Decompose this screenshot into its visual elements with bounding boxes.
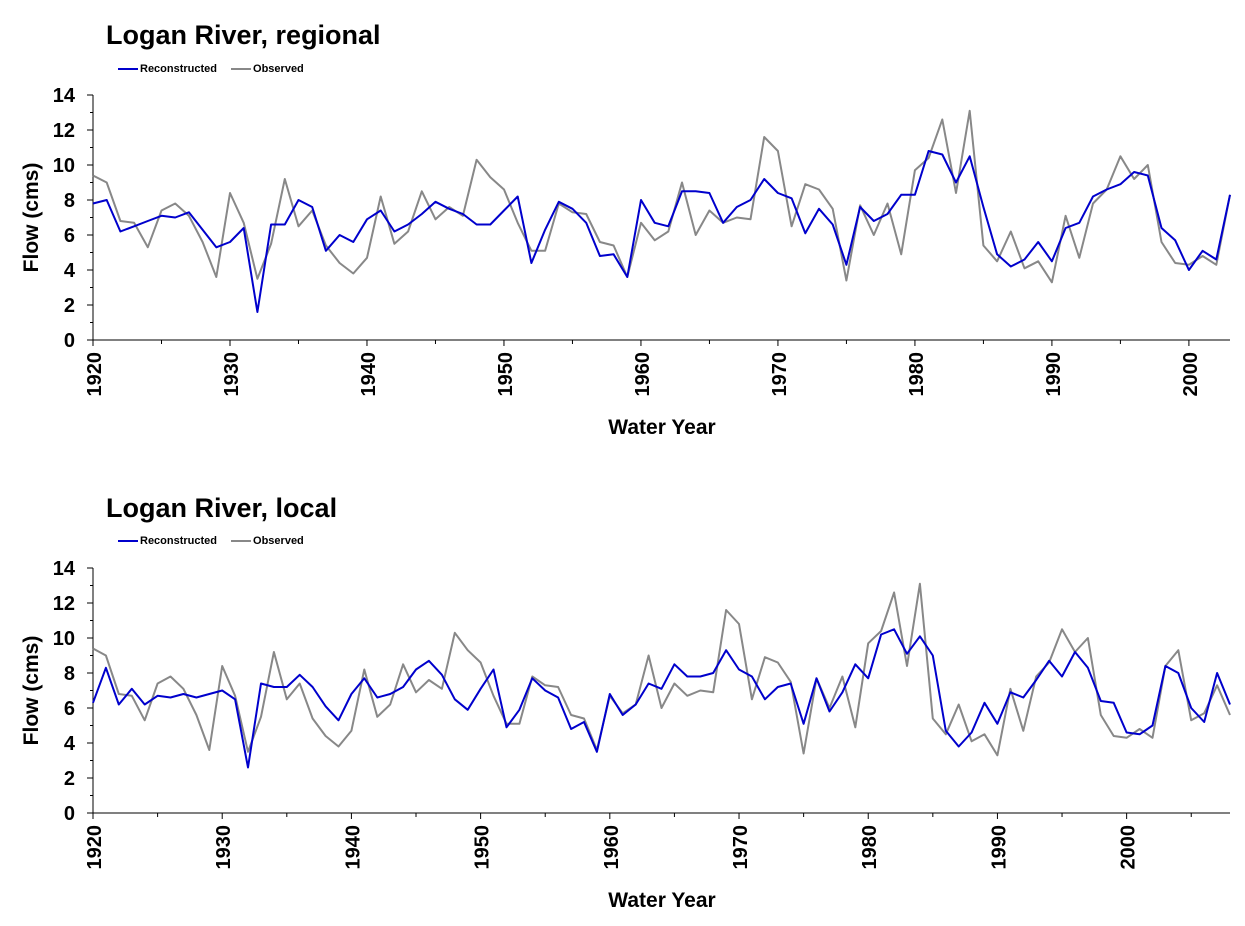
x-tick-label: 1970: [730, 825, 752, 870]
y-tick-label: 12: [53, 593, 75, 615]
x-tick-label: 2000: [1180, 352, 1202, 397]
legend-label-observed: Observed: [253, 535, 304, 547]
legend-label-observed: Observed: [253, 63, 304, 75]
legend-item-reconstructed: Reconstructed: [118, 63, 217, 75]
x-tick-label: 1950: [472, 825, 494, 870]
x-tick-label: 1980: [906, 352, 928, 397]
y-tick-label: 6: [64, 698, 75, 720]
y-tick-label: 4: [64, 260, 76, 282]
legend-item-observed: Observed: [231, 535, 304, 547]
x-tick-label: 1980: [859, 825, 881, 870]
observed-line: [92, 582, 1231, 757]
chart-panel-regional: 0 2 4 6 8 10 12 14 1920 1930 1940 1950 1960 1970 1980 1…: [20, 20, 1231, 439]
legend-label-reconstructed: Reconstructed: [140, 63, 218, 75]
legend-item-observed: Observed: [231, 63, 304, 75]
x-tick-label: 1920: [84, 825, 106, 870]
x-tick-label: 1960: [632, 352, 654, 397]
legend-swatch-reconstructed: [118, 68, 138, 70]
x-tick-label: 1970: [769, 352, 791, 397]
x-tick-label: 1950: [495, 352, 517, 397]
x-tick-label: 1990: [988, 825, 1010, 870]
y-tick-label: 10: [53, 155, 75, 177]
legend-swatch-observed: [231, 540, 252, 542]
reconstructed-line: [92, 628, 1231, 769]
y-tick-label: 0: [64, 330, 75, 352]
chart-svg-regional: 0 2 4 6 8 10 12 14 1920 1930 1940 1950 1960 1970 1980 1…: [20, 85, 1231, 439]
x-tick-label: 1940: [358, 352, 380, 397]
x-tick-label: 1960: [601, 825, 623, 870]
legend-swatch-reconstructed: [118, 540, 138, 542]
legend-item-reconstructed: Reconstructed: [118, 535, 217, 547]
x-tick-label: 1940: [342, 825, 364, 870]
x-tick-label: 2000: [1118, 825, 1140, 870]
y-tick-label: 10: [53, 628, 75, 650]
y-tick-label: 14: [53, 85, 76, 107]
x-tick-label: 1930: [221, 352, 243, 397]
y-tick-label: 4: [64, 733, 76, 755]
legend-swatch-observed: [231, 68, 252, 70]
y-tick-label: 8: [64, 190, 75, 212]
observed-line: [92, 109, 1231, 284]
chart-title: Logan River, local: [106, 493, 338, 523]
y-axis-title: Flow (cms): [20, 636, 43, 746]
x-axis-title: Water Year: [608, 416, 715, 439]
y-tick-label: 6: [64, 225, 75, 247]
chart-svg-local: 0 2 4 6 8 10 12 14 1920 1930 1940 1950 1960 1970 1980 1…: [20, 558, 1231, 912]
y-axis-title: Flow (cms): [20, 163, 43, 273]
y-tick-label: 14: [53, 558, 76, 580]
x-tick-label: 1990: [1043, 352, 1065, 397]
y-tick-label: 2: [64, 768, 75, 790]
chart-legend: Reconstructed Observed: [118, 535, 318, 547]
chart-panel-local: 0 2 4 6 8 10 12 14 1920 1930 1940 1950 1960 1970 1980 1…: [0, 463, 1245, 926]
x-tick-label: 1920: [84, 352, 106, 397]
legend-label-reconstructed: Reconstructed: [140, 535, 218, 547]
x-axis-title: Water Year: [608, 889, 715, 912]
y-tick-label: 0: [64, 803, 75, 825]
y-tick-label: 8: [64, 663, 75, 685]
chart-title: Logan River, regional: [106, 20, 381, 50]
reconstructed-line: [92, 150, 1231, 313]
y-tick-label: 2: [64, 295, 75, 317]
y-tick-label: 12: [53, 120, 75, 142]
x-tick-label: 1930: [213, 825, 235, 870]
chart-legend: Reconstructed Observed: [118, 63, 318, 75]
